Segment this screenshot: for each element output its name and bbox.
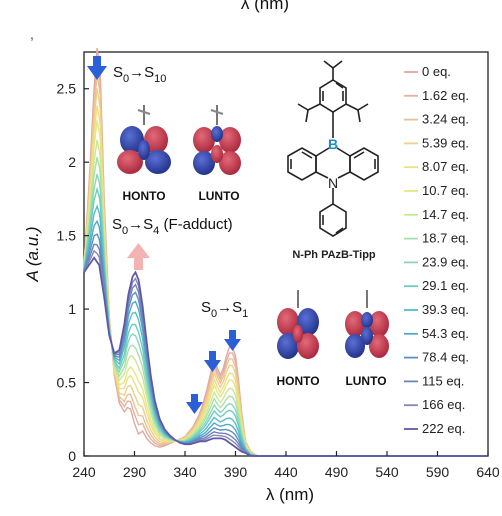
annot-s1-sub2: 1 bbox=[242, 308, 248, 320]
molecule-atom-n: N bbox=[328, 175, 338, 191]
molecule-atom-b: B bbox=[328, 136, 338, 152]
annot-s10-base: S bbox=[113, 64, 123, 81]
legend-label-11: 54.3 eq. bbox=[422, 326, 469, 341]
x-tick-label-5: 490 bbox=[325, 464, 349, 480]
arrow-down-370-icon bbox=[204, 351, 221, 372]
x-tick-label-7: 590 bbox=[426, 464, 450, 480]
legend-label-0: 0 eq. bbox=[422, 64, 451, 79]
annot-s4-suffix: (F-adduct) bbox=[159, 216, 232, 233]
legend-label-14: 166 eq. bbox=[422, 397, 465, 412]
orbital-label-honto-upper: HONTO bbox=[122, 189, 165, 203]
legend: 0 eq. 1.62 eq. 3.24 eq. 5.39 eq. 8.07 eq. 10.… bbox=[404, 64, 469, 436]
legend-label-2: 3.24 eq. bbox=[422, 112, 469, 127]
corner-fragment: , bbox=[30, 26, 34, 42]
annotation-s0-s1: S0→S1 bbox=[201, 299, 248, 320]
x-tick-label-8: 640 bbox=[476, 464, 500, 480]
y-tick-label-4: 2 bbox=[68, 154, 76, 170]
x-tick-label-1: 290 bbox=[123, 464, 147, 480]
top-axis-label-clipped: λ (nm) bbox=[241, 0, 289, 13]
arrow-down-390-icon bbox=[224, 330, 241, 351]
y-tick-label-2: 1 bbox=[68, 301, 76, 317]
orbital-label-lunto-lower: LUNTO bbox=[345, 374, 386, 388]
y-axis-ticks: 0 0.5 1 1.5 2 2.5 bbox=[57, 81, 89, 464]
arrow-down-350-icon bbox=[186, 394, 203, 414]
x-tick-label-6: 540 bbox=[375, 464, 399, 480]
svg-text:S0→S10: S0→S10 bbox=[113, 64, 166, 85]
orbital-honto-lower-icon bbox=[277, 290, 319, 359]
legend-label-8: 23.9 eq. bbox=[422, 254, 469, 269]
annotation-s0-s4: S0→S4 (F-adduct) bbox=[112, 216, 233, 237]
annot-s4-sub2: 4 bbox=[153, 225, 159, 237]
legend-label-10: 39.3 eq. bbox=[422, 302, 469, 317]
annotation-s0-s10: S0→S10 bbox=[113, 64, 166, 85]
legend-label-5: 10.7 eq. bbox=[422, 183, 469, 198]
annot-s4-base: S bbox=[112, 216, 122, 233]
molecule-label: N-Ph PAzB-Tipp bbox=[292, 249, 376, 261]
y-tick-label-3: 1.5 bbox=[57, 228, 77, 244]
orbital-label-lunto-upper: LUNTO bbox=[198, 189, 239, 203]
legend-label-13: 115 eq. bbox=[422, 373, 464, 388]
legend-label-15: 222 eq. bbox=[422, 421, 465, 436]
orbital-label-honto-lower: HONTO bbox=[276, 374, 319, 388]
annot-s4-sub1: 0 bbox=[122, 225, 128, 237]
legend-label-6: 14.7 eq. bbox=[422, 207, 469, 222]
x-axis-label: λ (nm) bbox=[266, 485, 314, 504]
orbital-lunto-lower-icon bbox=[345, 290, 389, 358]
molecule-structure-icon bbox=[287, 60, 379, 237]
annot-s1-arrow: →S bbox=[217, 299, 242, 316]
y-tick-label-5: 2.5 bbox=[57, 81, 77, 97]
x-axis-ticks: 240 290 340 390 440 490 540 590 640 bbox=[72, 451, 500, 480]
legend-label-4: 8.07 eq. bbox=[422, 159, 469, 174]
x-tick-label-2: 340 bbox=[173, 464, 197, 480]
change-arrows bbox=[87, 56, 241, 414]
legend-label-7: 18.7 eq. bbox=[422, 231, 469, 246]
annot-s10-sub1: 0 bbox=[123, 73, 129, 85]
y-axis-label: A (a.u.) bbox=[23, 226, 42, 282]
arrow-up-s4-icon bbox=[127, 243, 150, 270]
svg-text:S0→S1: S0→S1 bbox=[201, 299, 248, 320]
legend-label-9: 29.1 eq. bbox=[422, 278, 469, 293]
annot-s4-arrow: →S bbox=[128, 216, 153, 233]
x-tick-label-4: 440 bbox=[274, 464, 298, 480]
orbital-lunto-upper-icon bbox=[193, 105, 241, 175]
svg-text:S0→S4 (F-adduct): S0→S4 (F-adduct) bbox=[112, 216, 233, 237]
x-tick-label-0: 240 bbox=[72, 464, 96, 480]
legend-label-3: 5.39 eq. bbox=[422, 135, 469, 150]
annot-s10-arrow: →S bbox=[129, 64, 154, 81]
annot-s10-sub2: 10 bbox=[154, 73, 166, 85]
y-tick-label-0: 0 bbox=[68, 448, 76, 464]
orbital-honto-upper-icon bbox=[117, 105, 171, 174]
annot-s1-base: S bbox=[201, 299, 211, 316]
x-tick-label-3: 390 bbox=[224, 464, 248, 480]
annot-s1-sub1: 0 bbox=[211, 308, 217, 320]
arrow-down-s10-icon bbox=[87, 56, 107, 80]
legend-label-12: 78.4 eq. bbox=[422, 350, 469, 365]
legend-label-1: 1.62 eq. bbox=[422, 88, 469, 103]
y-tick-label-1: 0.5 bbox=[57, 375, 77, 391]
